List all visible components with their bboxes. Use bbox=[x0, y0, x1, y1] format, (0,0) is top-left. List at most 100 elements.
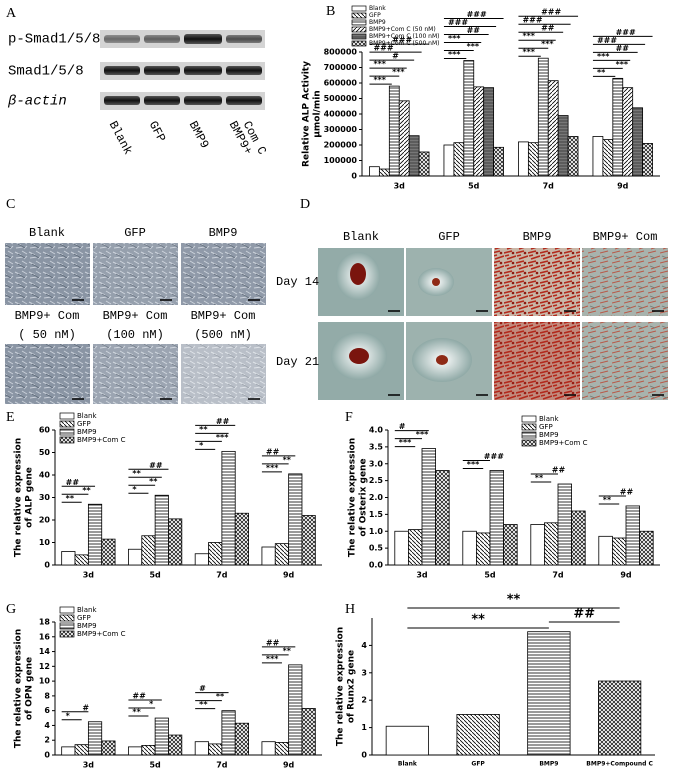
x-tick-label: 9d bbox=[283, 761, 295, 770]
legend-swatch bbox=[521, 431, 537, 439]
image-label: Blank bbox=[29, 226, 65, 240]
bar bbox=[567, 136, 579, 177]
panel-label: F bbox=[345, 410, 353, 425]
significance: ### bbox=[597, 36, 617, 45]
bar bbox=[557, 483, 573, 566]
legend-swatch bbox=[521, 439, 537, 447]
legend-swatch bbox=[59, 420, 75, 428]
image-label: BMP9+ Com bbox=[15, 309, 80, 323]
bar bbox=[369, 166, 380, 177]
bar bbox=[394, 530, 409, 566]
significance: ** bbox=[535, 474, 544, 483]
x-tick-label: BMP9+Compound C bbox=[586, 761, 653, 768]
y-tick-label: 4 bbox=[361, 641, 367, 650]
panel-label: C bbox=[6, 197, 15, 212]
significance: ### bbox=[522, 16, 542, 25]
bar bbox=[301, 708, 316, 756]
x-tick-label: 5d bbox=[468, 182, 480, 191]
x-tick-label: GFP bbox=[471, 761, 485, 768]
legend-swatch bbox=[59, 412, 75, 420]
significance: *** bbox=[616, 60, 629, 69]
y-tick-label: 800000 bbox=[324, 48, 358, 57]
bar bbox=[483, 87, 495, 177]
bar bbox=[598, 535, 613, 566]
legend-swatch bbox=[351, 26, 367, 33]
significance: ### bbox=[484, 452, 504, 461]
legend-label: BMP9+Com C (100 nM) bbox=[369, 33, 440, 40]
legend-label: GFP bbox=[369, 12, 381, 19]
y-tick-label: 400000 bbox=[324, 110, 358, 119]
x-tick-label: 5d bbox=[149, 761, 161, 770]
bar bbox=[388, 85, 400, 177]
bar bbox=[473, 86, 485, 177]
y-axis-label: The relative expression bbox=[14, 438, 24, 557]
y-axis-label: of Osterix gene bbox=[359, 458, 369, 536]
x-tick-label: BMP9 bbox=[539, 761, 558, 768]
x-tick-label: 3d bbox=[416, 571, 428, 580]
bar bbox=[74, 554, 89, 566]
significance: ** bbox=[507, 593, 521, 608]
y-tick-label: 0.0 bbox=[369, 561, 384, 570]
bar bbox=[385, 725, 429, 756]
y-tick-label: 3 bbox=[361, 668, 367, 677]
significance: ## bbox=[552, 466, 566, 475]
significance: ## bbox=[216, 417, 230, 426]
micrographs-d bbox=[318, 248, 668, 400]
legend-swatch bbox=[59, 614, 75, 622]
image-label: BMP9 bbox=[209, 226, 238, 240]
bar bbox=[453, 142, 465, 177]
significance: ** bbox=[149, 477, 158, 486]
panel-label: B bbox=[326, 4, 335, 19]
bar bbox=[141, 535, 156, 566]
bar bbox=[489, 470, 505, 566]
y-tick-label: 60 bbox=[39, 426, 51, 435]
significance: ** bbox=[132, 469, 141, 478]
bar bbox=[301, 515, 316, 566]
bar bbox=[221, 450, 236, 566]
y-tick-label: 20 bbox=[39, 516, 51, 525]
y-tick-label: 14 bbox=[39, 647, 51, 656]
panel-label: G bbox=[6, 602, 16, 617]
y-tick-label: 6 bbox=[44, 706, 50, 715]
bar bbox=[612, 77, 624, 177]
micrographs-c bbox=[5, 243, 266, 404]
significance: * bbox=[199, 441, 204, 450]
y-tick-label: 500000 bbox=[324, 94, 358, 103]
bar bbox=[557, 115, 569, 177]
significance: ### bbox=[392, 36, 412, 45]
y-tick-label: 4.0 bbox=[369, 426, 384, 435]
legend-label: BMP9 bbox=[77, 428, 97, 436]
bar bbox=[592, 136, 604, 177]
x-tick-label: 7d bbox=[543, 182, 555, 191]
significance: *** bbox=[597, 52, 610, 61]
significance: # bbox=[392, 52, 399, 61]
bar bbox=[234, 722, 249, 756]
x-tick-label: 9d bbox=[617, 182, 629, 191]
significance: *** bbox=[373, 76, 386, 85]
x-tick-label: 3d bbox=[83, 761, 95, 770]
bar bbox=[154, 717, 169, 756]
y-tick-label: 2.0 bbox=[369, 493, 384, 502]
y-tick-label: 2 bbox=[44, 736, 50, 745]
significance: ** bbox=[199, 425, 208, 434]
bar bbox=[208, 542, 223, 566]
bar bbox=[443, 144, 455, 177]
legend-label: BMP9 bbox=[77, 622, 97, 630]
image-label: BMP9+ Com bbox=[191, 309, 256, 323]
y-axis-label: Relative ALP Activity bbox=[302, 61, 312, 167]
bar bbox=[418, 151, 430, 177]
significance: ### bbox=[373, 44, 393, 53]
y-axis-label: The relative expression bbox=[14, 629, 24, 748]
y-tick-label: 18 bbox=[39, 618, 51, 627]
y-axis-label: The relative expression bbox=[336, 627, 346, 746]
bar bbox=[421, 448, 437, 566]
bar bbox=[544, 522, 559, 566]
significance: * bbox=[132, 485, 137, 494]
y-tick-label: 1 bbox=[361, 723, 367, 732]
y-tick-label: 40 bbox=[39, 471, 51, 480]
significance: # bbox=[82, 703, 89, 712]
bar bbox=[378, 168, 390, 177]
legend-swatch bbox=[521, 415, 537, 423]
y-tick-label: 2 bbox=[361, 696, 367, 705]
